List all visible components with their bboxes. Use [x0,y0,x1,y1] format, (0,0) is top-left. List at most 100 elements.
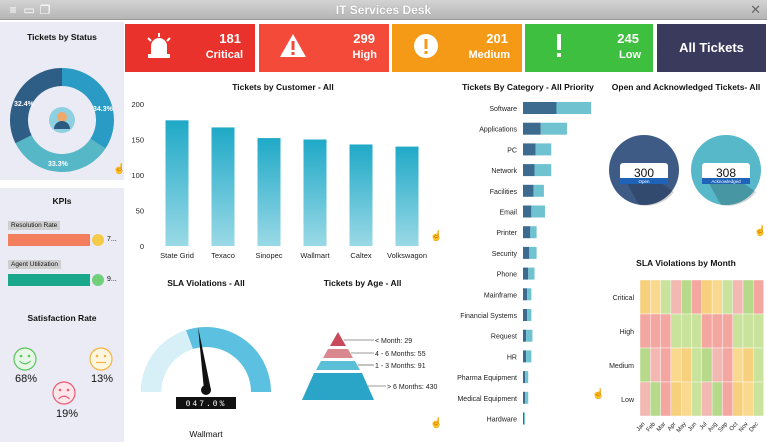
bar[interactable] [395,146,419,246]
hand-pointer-icon[interactable]: ☝ [754,226,767,237]
kpi-critical-tile[interactable]: 181 Critical [125,24,255,72]
heatmap-cell[interactable] [701,279,713,315]
category-bar-segment[interactable] [526,329,533,342]
category-bar-segment[interactable] [523,288,528,301]
heatmap-cell[interactable] [742,347,754,383]
heatmap-cell[interactable] [680,313,692,349]
category-bar-segment[interactable] [525,371,529,384]
heatmap-cell[interactable] [742,381,754,417]
bar[interactable] [165,120,189,246]
hand-pointer-icon[interactable]: ☝ [430,231,443,242]
heatmap-cell[interactable] [680,347,692,383]
heatmap-cell[interactable] [701,381,713,417]
heatmap-cell[interactable] [753,279,764,315]
bar[interactable] [211,127,235,246]
heatmap-cell[interactable] [732,313,744,349]
category-bar-segment[interactable] [523,246,530,259]
all-tickets-button[interactable]: All Tickets [657,24,766,72]
heatmap-cell[interactable] [660,347,672,383]
category-bar-segment[interactable] [523,329,527,342]
hand-pointer-icon[interactable]: ☝ [592,389,605,400]
kpi-high-tile[interactable]: 299 High [259,24,389,72]
close-icon[interactable]: ✕ [750,2,761,17]
heatmap-cell[interactable] [639,347,651,383]
kpi-medium-tile[interactable]: 201 Medium [392,24,522,72]
category-bar-segment[interactable] [526,350,532,363]
category-bar-segment[interactable] [527,309,532,321]
bar[interactable] [303,139,327,247]
category-bar-segment[interactable] [523,143,536,156]
heatmap-cell[interactable] [650,279,661,315]
heatmap-cell[interactable] [650,347,661,383]
category-bar-segment[interactable] [540,122,567,135]
category-bar-segment[interactable] [523,226,531,239]
heatmap-cell[interactable] [660,313,672,349]
heatmap-cell[interactable] [691,279,703,315]
heatmap-cell[interactable] [742,313,754,349]
heatmap-cell[interactable] [639,279,651,315]
category-bar-segment[interactable] [523,412,525,425]
heatmap-cell[interactable] [732,381,744,417]
category-bar-segment[interactable] [528,267,535,280]
folder-open-icon[interactable]: ▭ [23,3,35,17]
heatmap-cell[interactable] [711,279,723,315]
heatmap-cell[interactable] [691,313,703,349]
heatmap-cell[interactable] [701,347,713,383]
heatmap-cell[interactable] [753,381,764,417]
kpi-low-tile[interactable]: 245 Low [525,24,653,72]
heatmap-cell[interactable] [701,313,713,349]
heatmap-cell[interactable] [639,381,651,417]
category-bar-segment[interactable] [535,143,552,156]
category-bar-segment[interactable] [523,267,529,280]
category-bar-segment[interactable] [527,288,532,301]
category-bar-segment[interactable] [523,309,528,321]
donut-slice[interactable] [9,68,63,144]
pyramid-level[interactable] [323,349,353,358]
heatmap-cell[interactable] [732,279,744,315]
heatmap-cell[interactable] [670,313,682,349]
donut-slice[interactable] [15,135,106,172]
hand-pointer-icon[interactable]: ☝ [113,164,126,175]
category-bar-segment[interactable] [523,350,527,363]
bar[interactable] [349,144,373,246]
heatmap-cell[interactable] [753,313,764,349]
heatmap-cell[interactable] [691,347,703,383]
heatmap-cell[interactable] [722,313,733,349]
category-bar-segment[interactable] [529,246,537,259]
heatmap-cell[interactable] [711,381,723,417]
heatmap-cell[interactable] [753,347,764,383]
bar[interactable] [257,138,281,246]
category-bar-segment[interactable] [525,391,529,404]
heatmap-cell[interactable] [722,279,733,315]
heatmap-cell[interactable] [680,279,692,315]
heatmap-cell[interactable] [722,347,733,383]
category-bar-segment[interactable] [523,391,526,404]
heatmap-cell[interactable] [670,347,682,383]
category-bar-segment[interactable] [524,412,526,425]
heatmap-cell[interactable] [660,279,672,315]
heatmap-cell[interactable] [742,279,754,315]
heatmap-cell[interactable] [711,347,723,383]
window-icon[interactable]: ❐ [39,3,51,17]
heatmap-cell[interactable] [680,381,692,417]
category-bar-segment[interactable] [523,184,534,197]
donut-slice[interactable] [62,68,114,149]
heatmap-cell[interactable] [670,279,682,315]
category-bar-segment[interactable] [523,122,541,135]
menu-icon[interactable]: ≡ [9,3,17,17]
heatmap-cell[interactable] [639,313,651,349]
heatmap-cell[interactable] [660,381,672,417]
category-bar-segment[interactable] [531,205,545,218]
heatmap-cell[interactable] [691,381,703,417]
category-bar-segment[interactable] [533,184,544,197]
category-bar-segment[interactable] [556,102,591,114]
category-bar-segment[interactable] [530,226,537,239]
pyramid-level[interactable] [316,361,360,370]
pyramid-level[interactable] [302,373,374,400]
category-bar-segment[interactable] [523,102,557,114]
heatmap-cell[interactable] [650,313,661,349]
heatmap-cell[interactable] [650,381,661,417]
category-bar-segment[interactable] [523,164,535,177]
